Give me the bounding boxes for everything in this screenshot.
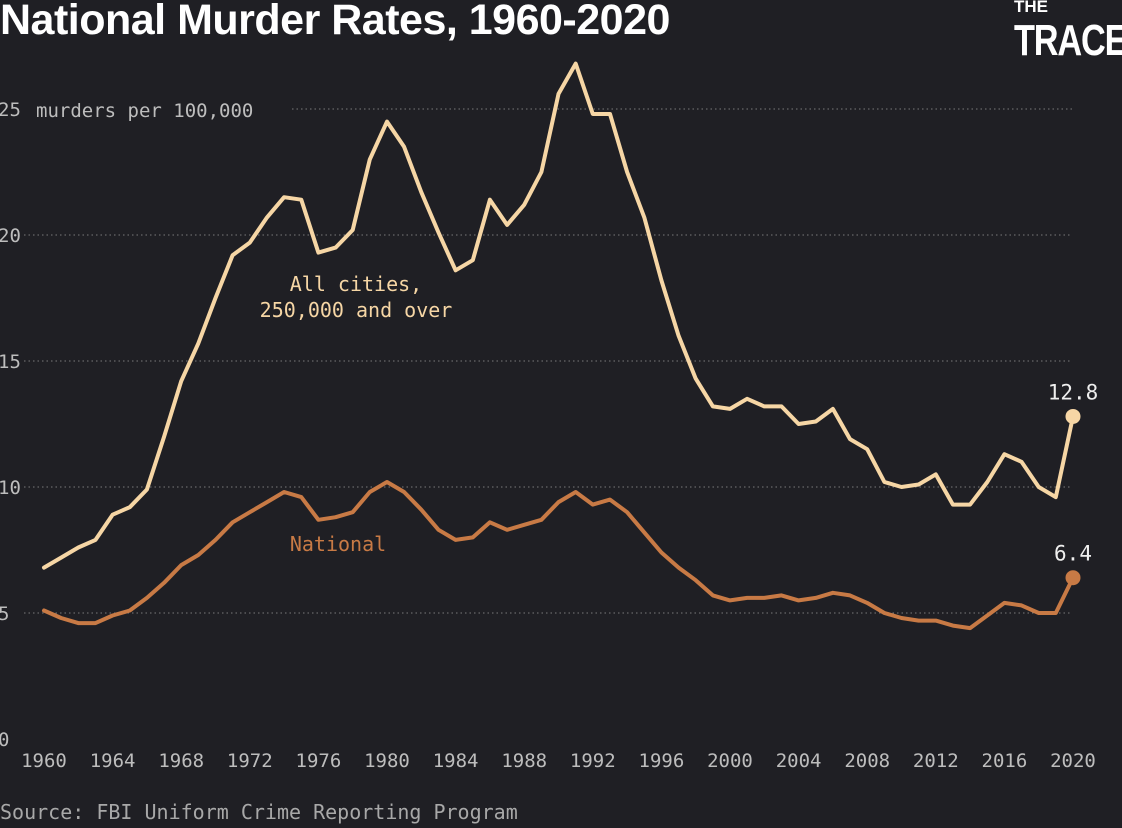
- national-end-label: 6.4: [1054, 542, 1092, 566]
- cities-end-label: 12.8: [1048, 380, 1099, 404]
- series-endpoints: 12.8 6.4: [1048, 380, 1099, 586]
- x-tick-label: 1976: [296, 750, 342, 772]
- logo-line-2: TRACE: [1014, 16, 1122, 65]
- y-axis-label: murders per 100,000: [36, 100, 253, 122]
- x-tick-label: 2000: [707, 750, 753, 772]
- y-tick-label: 0: [0, 729, 9, 751]
- cities-line: [42, 61, 1075, 570]
- gridlines: [24, 108, 1072, 614]
- y-tick-label: 10: [0, 477, 21, 499]
- national-end-point: [1065, 570, 1081, 586]
- x-tick-label: 2020: [1050, 750, 1096, 772]
- source-note: Source: FBI Uniform Crime Reporting Prog…: [0, 800, 518, 824]
- x-tick-label: 1960: [21, 750, 67, 772]
- x-tick-label: 1984: [433, 750, 479, 772]
- x-tick-label: 2012: [913, 750, 959, 772]
- x-tick-label: 1980: [364, 750, 410, 772]
- cities-series-label: All cities,: [290, 272, 422, 296]
- x-tick-label: 1968: [158, 750, 204, 772]
- x-tick-label: 2008: [844, 750, 890, 772]
- x-tick-label: 1992: [570, 750, 616, 772]
- series-lines: [42, 61, 1075, 631]
- x-tick-label: 1972: [227, 750, 273, 772]
- national-line: [42, 480, 1075, 631]
- x-tick-label: 2016: [982, 750, 1028, 772]
- x-tick-label: 1996: [639, 750, 685, 772]
- x-tick-label: 1964: [90, 750, 136, 772]
- y-axis-ticks: 0 5 10 15 20 25: [0, 99, 21, 751]
- national-series-label: National: [290, 532, 386, 556]
- x-axis-ticks: 1960 1964 1968 1972 1976 1980 1984 1988 1992 1996…: [21, 750, 1096, 772]
- x-tick-label: 1988: [501, 750, 547, 772]
- cities-end-point: [1065, 408, 1081, 424]
- y-tick-label: 25: [0, 99, 21, 121]
- y-tick-label: 15: [0, 351, 21, 373]
- y-tick-label: 5: [0, 603, 9, 625]
- logo-line-1: THE: [1014, 0, 1048, 16]
- y-tick-label: 20: [0, 225, 21, 247]
- x-tick-label: 2004: [776, 750, 822, 772]
- cities-series-label-line2: 250,000 and over: [260, 298, 453, 322]
- the-trace-logo[interactable]: THE TRACE: [1014, 0, 1122, 70]
- chart-title: National Murder Rates, 1960-2020: [0, 0, 670, 44]
